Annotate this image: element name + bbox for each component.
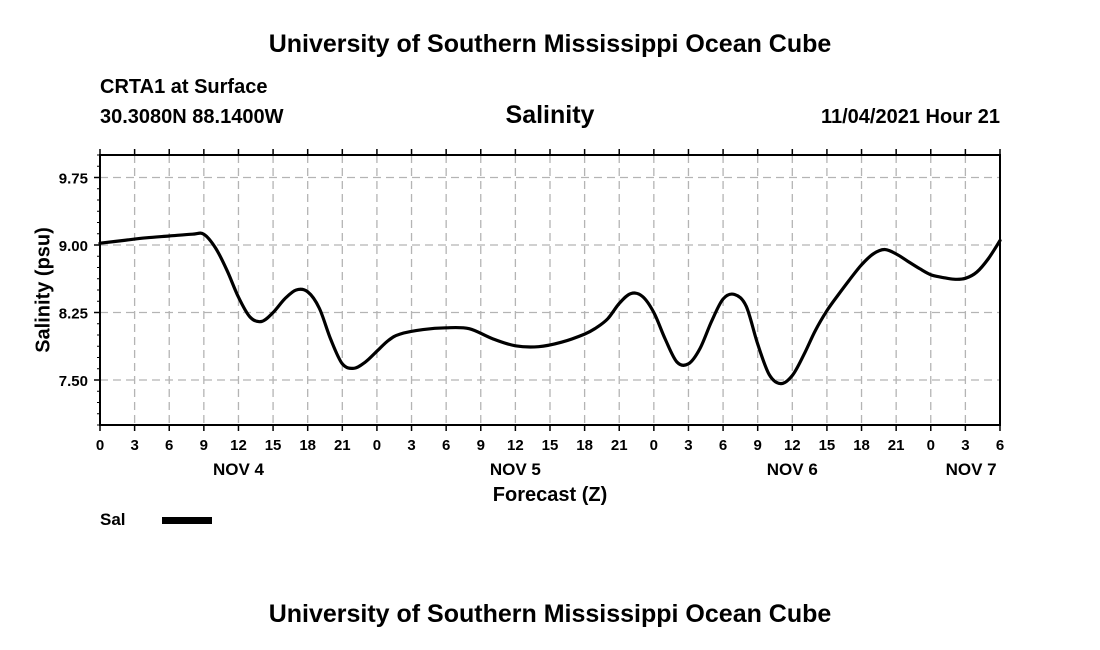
- series-layer: [98, 231, 1002, 386]
- x-tick-label: 6: [719, 437, 727, 454]
- x-tick-label: 9: [754, 437, 762, 454]
- x-axis-label: Forecast (Z): [493, 484, 607, 506]
- y-tick-label: 8.25: [59, 306, 88, 323]
- x-tick-label: 12: [784, 437, 801, 454]
- x-tick-label: 3: [961, 437, 969, 454]
- plot-frame: [99, 154, 1001, 426]
- legend-label: Sal: [100, 510, 126, 529]
- x-tick-label: 18: [853, 437, 870, 454]
- x-tick-label: 0: [96, 437, 104, 454]
- y-axis: 7.50 8.25 9.00 9.75: [59, 154, 100, 426]
- x-tick-label: 21: [888, 437, 905, 454]
- series-line-sal: [98, 231, 1002, 386]
- y-tick-label: 7.50: [59, 373, 88, 390]
- grid: [100, 155, 1000, 425]
- x-tick-label: 15: [542, 437, 559, 454]
- x-tick-label: 6: [996, 437, 1004, 454]
- x-tick-label: 0: [650, 437, 658, 454]
- x-tick-label: 12: [230, 437, 247, 454]
- x-tick-label: 18: [576, 437, 593, 454]
- day-label: NOV 6: [767, 460, 818, 479]
- legend-line-swatch: [162, 517, 212, 524]
- x-tick-label: 15: [265, 437, 282, 454]
- day-label: NOV 5: [490, 460, 541, 479]
- page-title: University of Southern Mississippi Ocean…: [268, 30, 832, 58]
- x-tick-label: 9: [477, 437, 485, 454]
- y-axis-label: Salinity (psu): [32, 227, 54, 353]
- x-tick-label: 0: [927, 437, 935, 454]
- x-tick-label: 3: [684, 437, 692, 454]
- station-name: CRTA1 at Surface: [100, 76, 268, 98]
- x-axis: 0 3 6 9 12 15 18 21 0 3 6 9 12 15 18 21 0 3 6 9 12 15 18 21 0 3 6 N…: [96, 149, 1004, 479]
- x-tick-label: 12: [507, 437, 524, 454]
- station-coordinates: 30.3080N 88.1400W: [100, 106, 284, 128]
- x-tick-label: 6: [165, 437, 173, 454]
- x-tick-label: 21: [334, 437, 351, 454]
- y-tick-label: 9.00: [59, 238, 88, 255]
- chart-title: Salinity: [505, 101, 595, 129]
- x-tick-label: 3: [130, 437, 138, 454]
- day-label: NOV 4: [213, 460, 265, 479]
- x-tick-label: 3: [407, 437, 415, 454]
- x-tick-label: 9: [200, 437, 208, 454]
- y-tick-label: 9.75: [59, 171, 88, 188]
- x-tick-label: 21: [611, 437, 628, 454]
- forecast-datetime: 11/04/2021 Hour 21: [820, 106, 1000, 128]
- day-label: NOV 7: [946, 460, 997, 479]
- x-tick-label: 6: [442, 437, 450, 454]
- x-tick-label: 0: [373, 437, 381, 454]
- x-tick-label: 18: [299, 437, 316, 454]
- x-tick-label: 15: [819, 437, 836, 454]
- footer-title: University of Southern Mississippi Ocean…: [268, 600, 832, 628]
